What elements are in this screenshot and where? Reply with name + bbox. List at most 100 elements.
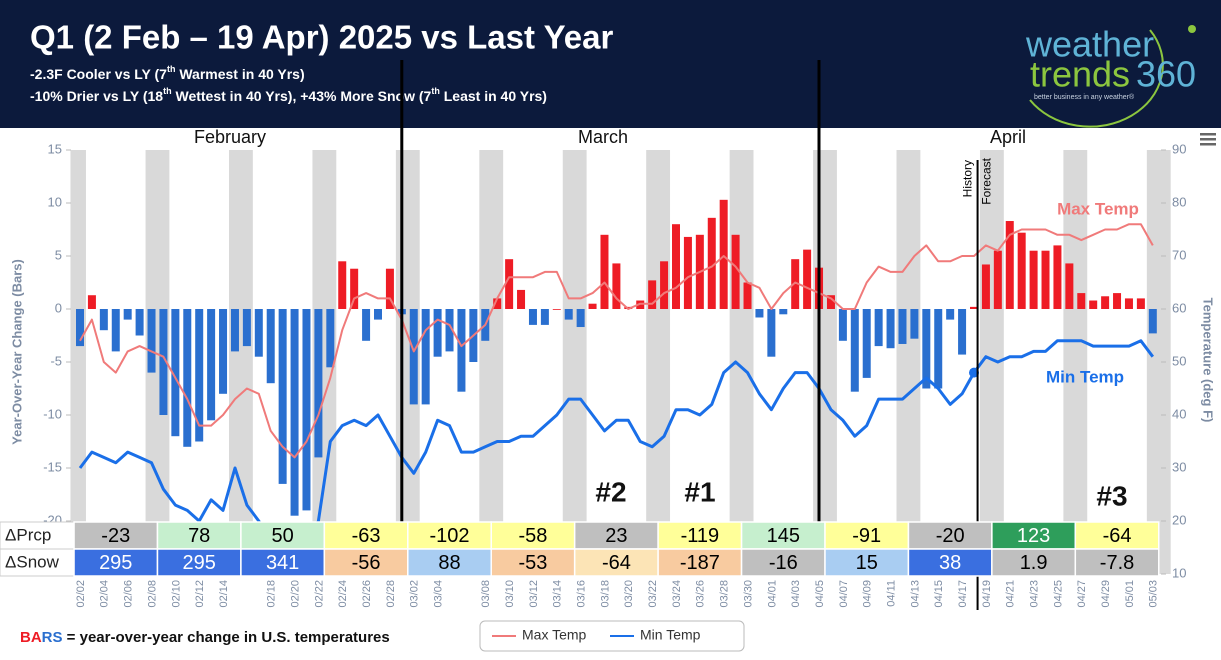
table-cell-value: -102	[430, 525, 470, 547]
bar	[362, 309, 371, 341]
x-tick-label: 04/03	[790, 580, 802, 608]
bar	[302, 309, 311, 511]
bar	[993, 250, 1002, 309]
menu-icon[interactable]	[1200, 133, 1216, 146]
table-row-label: ΔSnow	[5, 552, 60, 571]
y2-tick-label: 60	[1172, 300, 1186, 315]
annotation: #3	[1096, 480, 1127, 511]
table-cell-value: 50	[272, 525, 294, 547]
weekend-band	[896, 150, 921, 574]
x-tick-label: 03/02	[409, 580, 421, 608]
bar	[350, 268, 359, 309]
bar	[87, 295, 96, 309]
month-label: April	[990, 127, 1026, 147]
y2-tick-label: 10	[1172, 565, 1186, 580]
table-cell-value: -56	[352, 552, 381, 574]
x-tick-label: 02/06	[123, 580, 135, 608]
weekend-shading	[70, 150, 1171, 574]
table-cell-value: -58	[519, 525, 548, 547]
bar	[266, 309, 275, 384]
bar	[981, 264, 990, 309]
bar	[886, 309, 895, 349]
bar	[660, 261, 669, 309]
x-tick-label: 03/18	[599, 580, 611, 608]
y-tick-label: -5	[50, 353, 62, 368]
x-tick-label: 04/27	[1076, 580, 1088, 608]
y2-tick-label: 50	[1172, 353, 1186, 368]
history-label: History	[961, 160, 975, 197]
x-tick-label: 03/14	[552, 580, 564, 608]
table-cell	[991, 548, 1077, 577]
bar	[1148, 309, 1157, 334]
bar	[457, 309, 466, 392]
bar	[648, 280, 657, 309]
weekend-band	[813, 150, 837, 574]
y-tick-label: 5	[55, 247, 62, 262]
bar	[779, 309, 788, 315]
x-tick-label: 04/09	[862, 580, 874, 608]
bar	[1124, 298, 1133, 309]
bar	[707, 217, 716, 309]
table-row-header	[0, 548, 75, 577]
table-cell	[240, 548, 326, 577]
bar	[838, 309, 847, 341]
bar	[242, 309, 251, 347]
y-tick-label: 15	[48, 141, 62, 156]
bar	[1017, 232, 1026, 309]
legend-label: Max Temp	[522, 627, 587, 643]
legend-label: Min Temp	[640, 627, 701, 643]
footnote-part: BA	[20, 629, 42, 646]
table-cell	[73, 548, 159, 577]
logo-dot	[1188, 25, 1196, 33]
chart-title: Q1 (2 Feb – 19 Apr) 2025 vs Last Year	[30, 19, 613, 56]
bar	[1005, 221, 1014, 309]
bar	[612, 263, 621, 309]
x-tick-label: 02/24	[337, 580, 349, 608]
bar	[183, 309, 192, 447]
x-tick-label: 04/13	[909, 580, 921, 608]
bar	[576, 309, 585, 328]
table-cell-value: -64	[602, 552, 631, 574]
x-tick-label: 04/25	[1052, 580, 1064, 608]
x-tick-label: 02/10	[170, 580, 182, 608]
x-tick-label: 04/11	[885, 580, 897, 607]
table-row-label: ΔPrcp	[5, 525, 51, 544]
logo-word: weather	[1025, 24, 1154, 65]
table-cell-value: 145	[767, 525, 800, 547]
table-cell-value: 295	[99, 552, 132, 574]
bar	[99, 309, 108, 331]
bar	[1089, 300, 1098, 309]
bar	[207, 309, 216, 421]
x-tick-label: 02/22	[313, 580, 325, 608]
forecast-dot	[969, 367, 979, 378]
weekend-band	[145, 150, 170, 574]
footnote: BARS = year-over-year change in U.S. tem…	[20, 629, 390, 646]
subtitle: -10% Drier vs LY (18th Wettest in 40 Yrs…	[30, 86, 547, 103]
table-cell-value: 38	[939, 552, 961, 574]
table-cell	[490, 548, 576, 577]
bar	[195, 309, 204, 442]
y-tick-label: -15	[43, 459, 62, 474]
table-cell-value: 15	[856, 552, 878, 574]
table-cell	[1074, 548, 1160, 577]
bar	[743, 282, 752, 309]
bar	[254, 309, 263, 357]
bar	[326, 309, 335, 368]
y-tick-label: -10	[43, 406, 62, 421]
x-tick-label: 02/04	[99, 580, 111, 608]
bar	[445, 309, 454, 352]
bar	[135, 309, 144, 336]
x-tick-label: 04/17	[957, 580, 969, 608]
x-tick-label: 03/22	[647, 580, 659, 608]
x-tick-label: 03/04	[433, 580, 445, 608]
table-cell	[573, 548, 659, 577]
logo-tagline: better business in any weather®	[1034, 93, 1135, 101]
bar	[159, 309, 168, 415]
bar	[552, 309, 561, 310]
x-tick-label: 04/23	[1029, 580, 1041, 608]
subtitle: -2.3F Cooler vs LY (7th Warmest in 40 Yr…	[30, 64, 305, 81]
month-label: February	[194, 127, 266, 147]
bar	[111, 309, 120, 352]
bar	[278, 309, 287, 484]
